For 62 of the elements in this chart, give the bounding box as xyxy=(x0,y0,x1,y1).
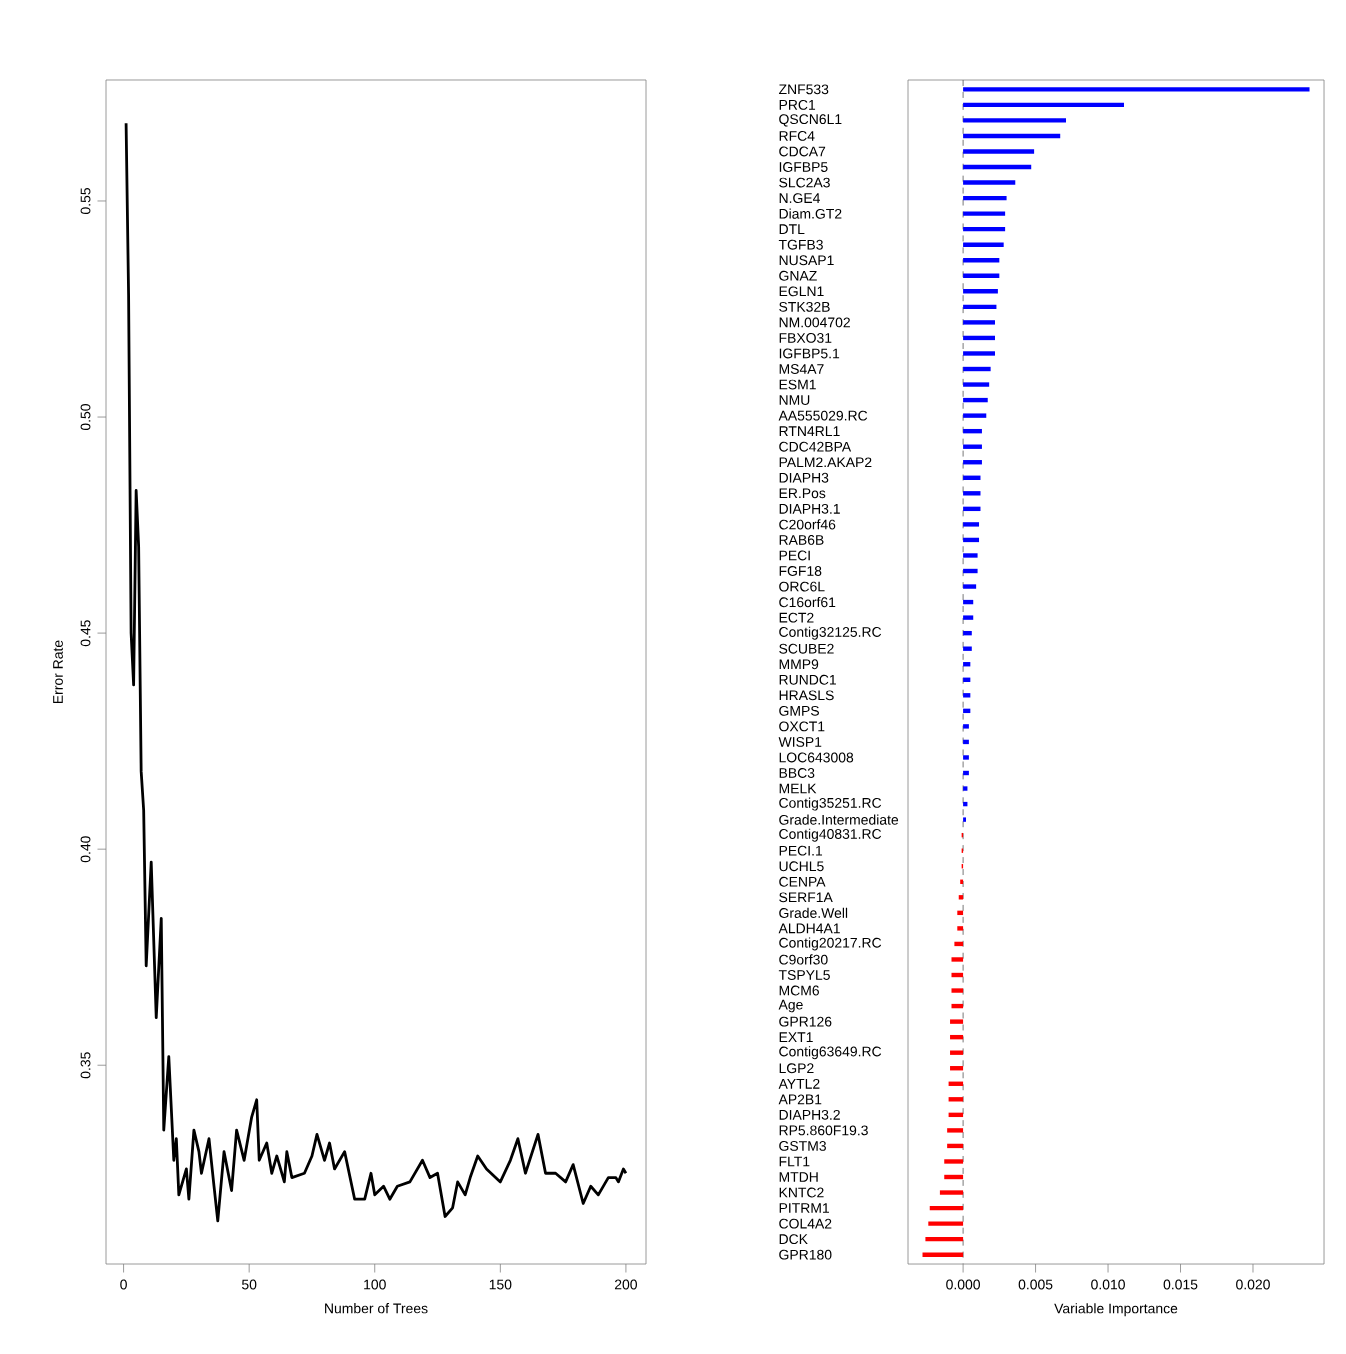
bar xyxy=(951,957,964,962)
bar xyxy=(963,242,1004,247)
bar xyxy=(963,273,1000,278)
line-series xyxy=(124,121,628,1223)
bar xyxy=(963,87,1310,92)
bar xyxy=(963,164,1032,170)
bar xyxy=(947,1128,964,1133)
bar xyxy=(963,335,995,341)
bar xyxy=(963,770,969,776)
bar xyxy=(951,972,964,978)
bar xyxy=(963,304,997,310)
bar xyxy=(963,351,995,356)
bar xyxy=(925,1236,964,1242)
bar xyxy=(963,382,990,387)
bar xyxy=(963,413,987,418)
bar xyxy=(963,320,995,325)
bar xyxy=(963,428,982,434)
bar xyxy=(963,133,1061,139)
bar xyxy=(963,693,971,698)
bar xyxy=(963,553,978,558)
bar xyxy=(963,102,1124,108)
bar xyxy=(963,491,981,496)
bar xyxy=(963,522,980,527)
bar xyxy=(944,1174,964,1180)
bar xyxy=(963,646,972,651)
bar xyxy=(963,724,969,729)
bar xyxy=(963,366,991,372)
bar xyxy=(947,1143,964,1149)
bar xyxy=(963,118,1067,123)
bar xyxy=(957,910,964,916)
bar xyxy=(963,584,977,589)
bar xyxy=(928,1221,964,1226)
bar xyxy=(963,630,972,636)
bar xyxy=(963,226,1006,232)
bar xyxy=(929,1205,964,1211)
bar xyxy=(963,149,1035,154)
bar xyxy=(963,289,998,294)
bar xyxy=(963,444,982,449)
bar xyxy=(958,895,964,900)
bar xyxy=(963,397,988,403)
bar xyxy=(963,211,1006,216)
bar xyxy=(963,739,969,745)
bar xyxy=(950,1019,964,1024)
bar xyxy=(963,180,1016,185)
bar xyxy=(954,941,964,947)
bar xyxy=(963,568,978,574)
bar xyxy=(950,1050,964,1055)
bar xyxy=(957,926,964,931)
bar xyxy=(963,258,1000,263)
bar xyxy=(963,755,969,760)
bar xyxy=(963,460,982,465)
bar xyxy=(939,1190,964,1195)
bar xyxy=(963,537,980,543)
bar xyxy=(950,1034,964,1040)
bar xyxy=(963,195,1007,201)
bar xyxy=(944,1159,964,1164)
bar xyxy=(948,1097,964,1102)
bar xyxy=(951,988,964,993)
bar xyxy=(950,1066,964,1071)
bar xyxy=(951,1003,964,1009)
bar xyxy=(963,615,974,620)
bar xyxy=(922,1252,964,1257)
